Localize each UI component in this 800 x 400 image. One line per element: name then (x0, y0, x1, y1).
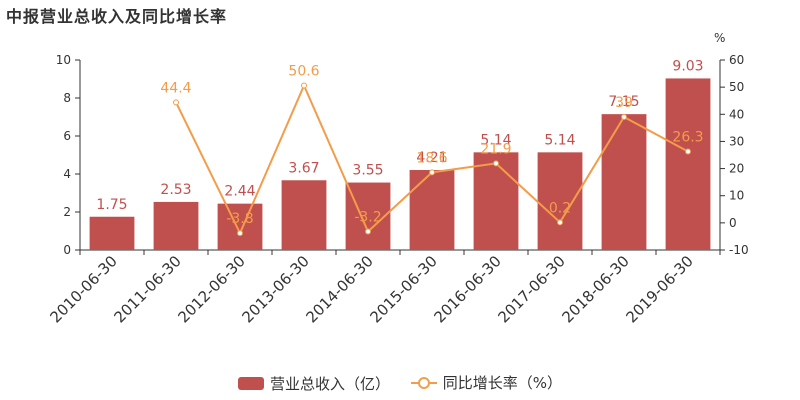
x-tick-label: 2017-06-30 (494, 252, 568, 326)
x-tick-label: 2010-06-30 (46, 252, 120, 326)
right-axis-unit: % (714, 31, 725, 45)
legend-label-revenue: 营业总收入（亿） (269, 374, 390, 393)
revenue-bar (89, 216, 135, 250)
left-tick-label: 0 (63, 243, 71, 257)
growth-point (365, 228, 371, 235)
growth-value-label: 39 (615, 95, 633, 111)
revenue-bar (601, 114, 647, 251)
x-tick-label: 2014-06-30 (302, 252, 376, 326)
revenue-value-label: 5.14 (480, 132, 511, 148)
right-tick-label: 10 (729, 189, 744, 203)
left-tick-label: 10 (56, 53, 71, 67)
right-tick-label: -10 (729, 243, 749, 257)
revenue-bar (665, 78, 711, 251)
growth-value-label: 26.3 (672, 129, 703, 145)
revenue-bar (217, 203, 263, 250)
revenue-value-label: 4.21 (416, 150, 447, 166)
left-tick-label: 8 (63, 91, 71, 105)
growth-point (173, 99, 179, 106)
right-tick-label: 30 (729, 134, 744, 148)
revenue-bar (345, 182, 391, 250)
x-tick-label: 2013-06-30 (238, 252, 312, 326)
growth-value-label: 50.6 (288, 64, 319, 80)
revenue-bar (409, 170, 455, 250)
chart-title: 中报营业总收入及同比增长率 (6, 7, 228, 26)
x-tick-label: 2011-06-30 (110, 252, 184, 326)
revenue-bar (473, 152, 519, 250)
x-tick-label: 2015-06-30 (366, 252, 440, 326)
left-tick-label: 4 (63, 167, 71, 181)
growth-point (301, 82, 307, 89)
growth-point (237, 230, 243, 237)
growth-value-label: -3.8 (226, 211, 253, 227)
x-tick-label: 2019-06-30 (622, 252, 696, 326)
left-tick-label: 2 (63, 205, 71, 219)
growth-point (685, 148, 691, 155)
revenue-value-label: 3.67 (288, 160, 319, 176)
revenue-value-label: 2.44 (224, 184, 255, 200)
growth-value-label: 21.9 (480, 141, 511, 157)
revenue-bar (537, 152, 583, 250)
revenue-value-label: 3.55 (352, 163, 383, 179)
growth-value-label: 0.2 (549, 200, 571, 216)
revenue-value-label: 2.53 (160, 182, 191, 198)
revenue-bar (153, 201, 199, 250)
revenue-value-label: 5.14 (544, 132, 575, 148)
right-tick-label: 40 (729, 107, 744, 121)
legend-bar-swatch (237, 376, 264, 390)
growth-point (493, 160, 499, 167)
right-tick-label: 20 (729, 162, 744, 176)
revenue-value-label: 9.03 (672, 58, 703, 74)
legend: 营业总收入（亿） 同比增长率（%） (0, 372, 800, 394)
right-tick-label: 0 (729, 216, 737, 230)
legend-item-growth[interactable]: 同比增长率（%） (410, 372, 563, 393)
x-tick-label: 2018-06-30 (558, 252, 632, 326)
growth-value-label: 44.4 (160, 80, 191, 96)
legend-line-swatch (410, 376, 437, 390)
growth-point (557, 219, 563, 226)
legend-label-growth: 同比增长率（%） (442, 374, 563, 392)
revenue-value-label: 1.75 (96, 197, 127, 213)
x-tick-label: 2016-06-30 (430, 252, 504, 326)
growth-value-label: -3.2 (354, 210, 381, 226)
right-tick-label: 60 (729, 53, 744, 67)
revenue-bar (281, 180, 327, 250)
growth-point (621, 114, 627, 120)
legend-item-revenue[interactable]: 营业总收入（亿） (237, 373, 390, 394)
left-tick-label: 6 (63, 129, 71, 143)
growth-value-label: 18.6 (416, 150, 447, 166)
x-tick-label: 2012-06-30 (174, 252, 248, 326)
right-tick-label: 50 (729, 80, 744, 94)
revenue-value-label: 7.15 (608, 94, 639, 110)
growth-point (429, 169, 435, 176)
